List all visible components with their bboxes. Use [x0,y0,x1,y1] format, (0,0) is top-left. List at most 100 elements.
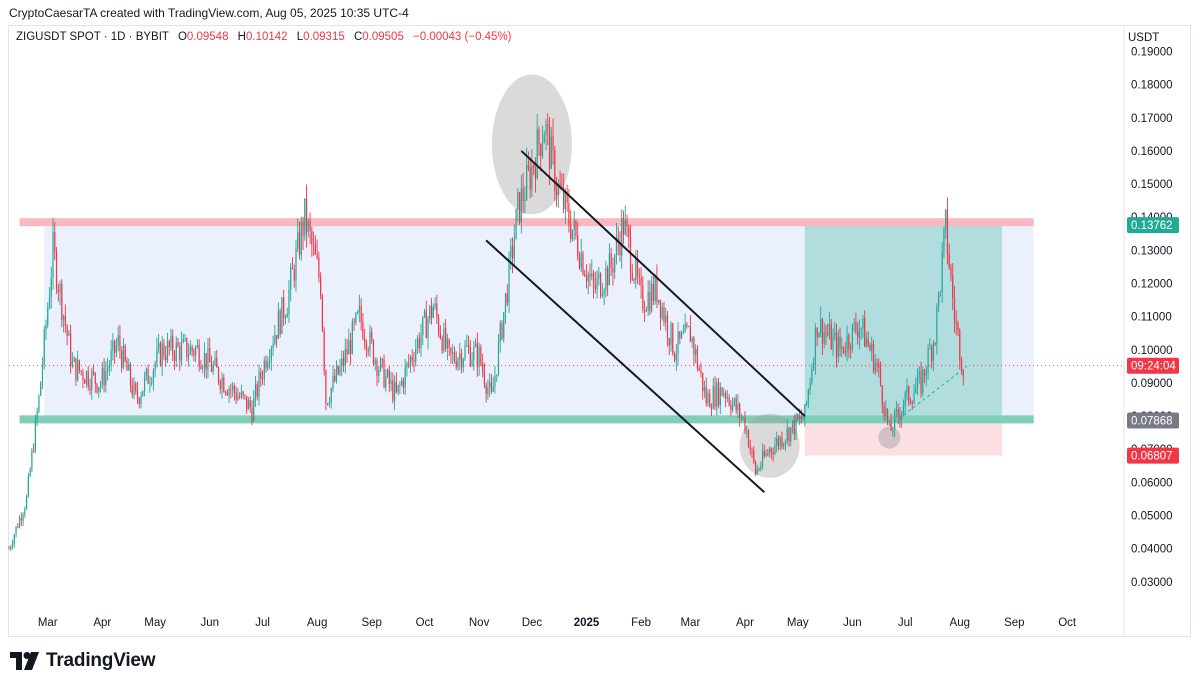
candle-body [337,366,339,375]
candle-body [772,452,774,454]
candle-body [312,244,315,246]
candle-body [821,318,824,344]
y-tick-label: 0.06000 [1131,477,1173,489]
candle-body [760,465,762,470]
candle-body [293,269,295,281]
candle-body [105,371,107,386]
candle-body [786,427,788,441]
candle-body [27,476,29,497]
price-axis-tag-label: 0.13762 [1131,220,1173,232]
candle-body [68,333,70,336]
candle-body [401,380,403,385]
candle-body [22,514,24,521]
candle-body [96,383,98,393]
candle-body [700,370,702,373]
candles [8,113,964,552]
y-tick-label: 0.12000 [1131,279,1173,291]
candle-body [716,382,718,407]
candle-body [418,338,420,349]
candle-body [270,348,272,361]
candle-body [43,329,45,365]
candle-body [941,251,943,292]
candle-body [386,369,389,377]
candle-body [122,345,125,368]
candle-body [106,368,109,372]
candle-body [587,274,589,282]
candle-body [605,267,607,291]
candle-body [115,345,118,353]
candle-body [894,411,896,431]
candle-body [890,421,892,431]
candle-body [92,371,95,373]
candle-body [13,534,15,545]
candle-body [462,359,464,368]
candle-body [168,341,170,348]
candle-body [540,144,542,157]
symbol-name[interactable]: ZIGUSDT SPOT · 1D · BYBIT [16,31,169,43]
candle-body [231,385,234,390]
candle-body [422,316,424,336]
candle-body [471,359,473,366]
y-tick-label: 0.13000 [1131,245,1173,257]
candle-body [300,221,302,255]
candle-body [277,310,280,339]
candle-body [45,325,47,330]
candle-body [665,315,667,323]
candle-body [165,356,167,360]
candle-body [459,353,461,360]
candle-body [904,392,906,407]
candle-body [142,390,144,397]
candle-body [830,324,832,350]
candle-body [402,380,405,388]
candle-body [378,370,380,377]
candle-body [362,322,364,339]
candle-body [15,526,17,535]
candle-body [364,338,366,342]
candle-body [441,337,443,351]
candle-body [746,430,748,432]
candle-body [284,317,287,319]
candle-body [388,369,390,384]
candle-body [765,453,767,457]
candle-body [249,400,251,408]
candle-body [117,335,119,346]
candle-body [230,388,232,390]
symbol-legend[interactable]: ZIGUSDT SPOT · 1D · BYBIT O0.09548 H0.10… [16,31,512,43]
candle-body [207,348,209,370]
candle-body [328,402,331,405]
candle-body [915,387,917,394]
candle-body [91,371,93,391]
currency-label[interactable]: USDT [1128,32,1160,44]
candle-body [203,353,206,369]
x-tick-label: Apr [736,617,754,629]
candle-body [881,385,883,406]
x-tick-label: Apr [93,617,111,629]
take-profit-zone [804,225,1003,421]
candle-body [529,167,531,190]
candle-body [64,315,66,326]
candle-body [724,392,727,399]
candle-body [330,388,332,403]
candle-body [962,369,964,377]
candle-body [531,165,533,190]
candle-body [47,307,49,326]
candle-body [855,322,857,332]
candle-body [758,469,760,470]
candle-body [566,191,568,203]
candle-body [376,360,378,377]
candle-body [353,321,355,323]
candle-body [763,451,765,457]
price-axis-tag-label: 0.07868 [1131,415,1173,427]
candle-body [416,338,419,349]
candle-body [261,378,264,380]
y-tick-label: 0.10000 [1131,345,1173,357]
candle-body [795,414,797,435]
candle-body [651,284,653,312]
candle-body [38,395,40,412]
candle-body [515,208,517,240]
candle-body [256,384,258,397]
candle-body [247,400,250,410]
candle-body [318,258,320,278]
candle-body [80,370,82,372]
